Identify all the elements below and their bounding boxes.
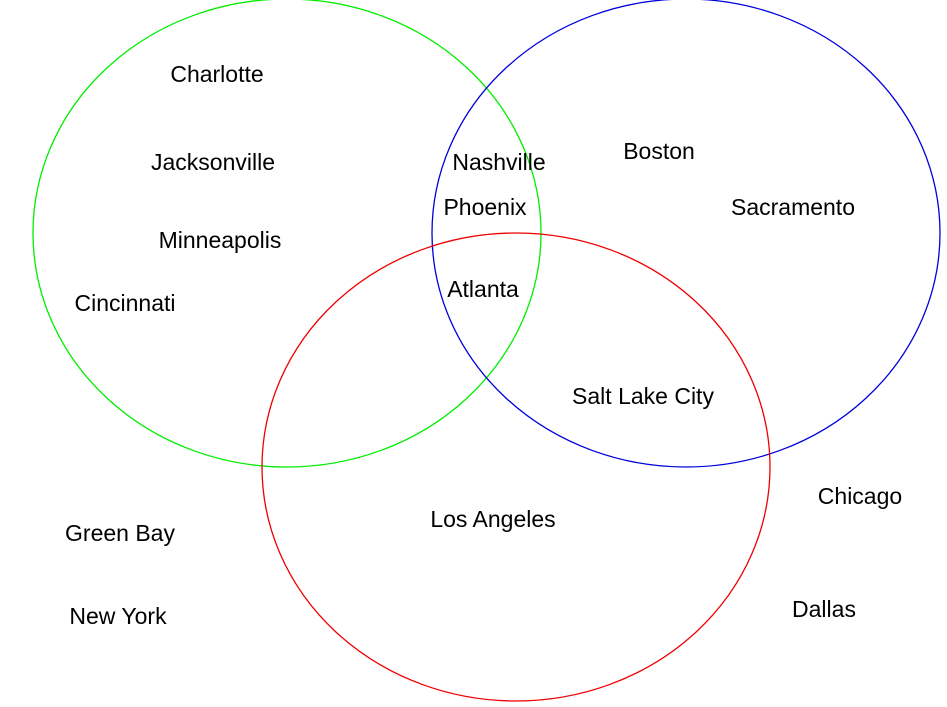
city-label-salt-lake-city: Salt Lake City <box>572 383 714 409</box>
city-label-nashville: Nashville <box>452 149 545 175</box>
city-label-cincinnati: Cincinnati <box>75 290 176 316</box>
city-label-charlotte: Charlotte <box>170 61 263 87</box>
city-label-dallas: Dallas <box>792 596 856 622</box>
set-blue-circle <box>431 0 941 468</box>
city-label-los-angeles: Los Angeles <box>430 506 555 532</box>
city-label-new-york: New York <box>69 603 167 629</box>
city-label-atlanta: Atlanta <box>447 276 519 302</box>
city-label-green-bay: Green Bay <box>65 520 175 546</box>
city-label-chicago: Chicago <box>818 483 902 509</box>
city-label-phoenix: Phoenix <box>443 194 527 220</box>
city-label-minneapolis: Minneapolis <box>159 227 282 253</box>
set-red-circle <box>261 232 771 702</box>
set-green-circle <box>32 0 542 468</box>
city-label-sacramento: Sacramento <box>731 194 855 220</box>
city-label-jacksonville: Jacksonville <box>151 149 275 175</box>
city-label-boston: Boston <box>623 138 695 164</box>
